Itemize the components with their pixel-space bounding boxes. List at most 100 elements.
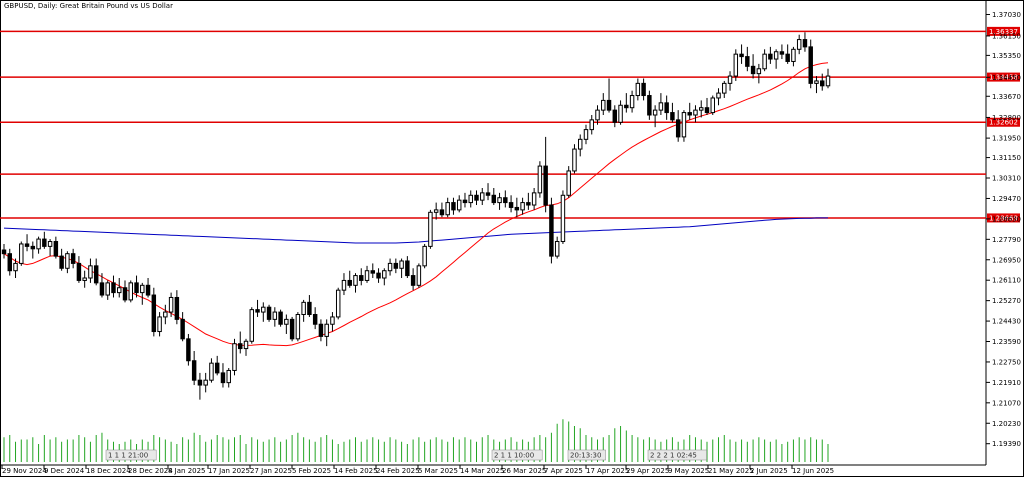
bearish-candle — [491, 194, 497, 204]
bullish-candle — [762, 53, 767, 70]
bullish-candle — [341, 279, 347, 291]
bearish-candle — [289, 318, 295, 340]
bearish-candle — [53, 241, 59, 257]
y-tick-label: 1.24430 — [992, 318, 1021, 326]
bearish-candle — [779, 51, 785, 55]
bullish-candle — [284, 318, 289, 325]
x-tick-label: 27 Jan 2025 — [250, 467, 292, 475]
bullish-candle — [618, 104, 623, 123]
calendar-event-marker — [567, 449, 606, 461]
bearish-candle — [750, 65, 756, 75]
y-tick-label: 1.27790 — [992, 236, 1021, 244]
x-tick-label: 29 Apr 2025 — [626, 467, 669, 475]
bullish-candle — [445, 202, 450, 216]
slow-moving-average-line — [3, 217, 828, 244]
bullish-candle — [601, 99, 606, 111]
bullish-candle — [128, 282, 133, 301]
level-price-label: 1.32602 — [989, 119, 1018, 127]
x-tick-label: 17 Apr 2025 — [586, 467, 629, 475]
y-tick-label: 1.26950 — [992, 256, 1021, 264]
bearish-candle — [462, 199, 468, 204]
level-price-label: 1.28669 — [989, 214, 1018, 222]
bearish-candle — [624, 104, 629, 109]
bearish-candle — [220, 372, 226, 384]
bearish-candle — [347, 279, 352, 286]
y-tick-label: 1.22750 — [992, 358, 1021, 366]
bearish-candle — [370, 270, 376, 274]
bearish-candle — [93, 265, 99, 284]
bullish-candle — [589, 119, 594, 131]
bearish-candle — [549, 204, 554, 257]
bullish-candle — [19, 243, 24, 264]
bearish-candle — [647, 95, 652, 116]
bullish-candle — [681, 112, 687, 138]
bullish-candle — [428, 211, 433, 247]
bearish-candle — [1, 249, 7, 255]
bullish-candle — [88, 265, 93, 279]
bullish-candle — [422, 245, 427, 267]
bullish-candle — [105, 282, 110, 296]
bullish-candle — [82, 277, 87, 281]
bearish-candle — [307, 301, 312, 316]
x-tick-label: 18 Dec 2024 — [86, 467, 131, 475]
level-price-tag — [987, 26, 1020, 36]
bullish-candle — [433, 209, 439, 213]
bearish-candle — [186, 338, 191, 362]
bearish-candle — [503, 197, 508, 204]
y-tick-label: 1.31150 — [992, 154, 1021, 162]
y-tick-label: 1.19390 — [992, 440, 1021, 448]
bearish-candle — [7, 253, 12, 272]
bearish-candle — [24, 243, 30, 247]
bearish-candle — [111, 282, 116, 294]
bearish-candle — [485, 192, 491, 196]
y-tick-label: 1.32800 — [992, 114, 1021, 122]
calendar-event-marker — [491, 449, 543, 461]
x-tick-label: 5 Feb 2025 — [292, 467, 331, 475]
bullish-candle — [249, 309, 255, 342]
bearish-candle — [687, 112, 692, 116]
y-tick-label: 1.25270 — [992, 297, 1021, 305]
bullish-candle — [497, 197, 502, 204]
x-tick-label: 28 Dec 2024 — [128, 467, 173, 475]
x-tick-label: 24 Feb 2025 — [376, 467, 420, 475]
y-tick-label: 1.35350 — [992, 52, 1021, 60]
calendar-event-marker — [105, 449, 157, 461]
y-tick-label: 1.30310 — [992, 175, 1021, 183]
bullish-candle — [243, 340, 249, 350]
bullish-candle — [330, 316, 335, 325]
bearish-candle — [70, 253, 76, 264]
bearish-candle — [474, 194, 479, 201]
x-tick-label: 14 Feb 2025 — [334, 467, 378, 475]
bullish-candle — [652, 109, 658, 116]
bullish-candle — [531, 192, 537, 206]
calendar-event-label: 1 1 1 21:00 — [108, 452, 148, 460]
bearish-candle — [312, 314, 318, 325]
bullish-candle — [699, 107, 704, 111]
x-tick-label: 8 Jan 2025 — [168, 467, 206, 475]
bullish-candle — [324, 323, 329, 337]
bullish-candle — [791, 48, 796, 62]
bullish-candle — [825, 75, 831, 87]
x-tick-label: 7 Apr 2025 — [544, 467, 583, 475]
bullish-candle — [468, 194, 473, 204]
bearish-candle — [99, 282, 105, 296]
bearish-candle — [76, 262, 82, 281]
bullish-candle — [65, 253, 70, 269]
bullish-candle — [635, 82, 641, 97]
bearish-candle — [191, 360, 197, 381]
bearish-candle — [393, 262, 399, 269]
bullish-candle — [554, 241, 560, 257]
bearish-candle — [214, 362, 220, 374]
bullish-candle — [727, 75, 733, 84]
bearish-candle — [514, 206, 520, 211]
bullish-candle — [595, 109, 600, 121]
x-tick-label: 9 May 2025 — [668, 467, 709, 475]
bullish-candle — [387, 262, 393, 272]
bullish-candle — [168, 296, 174, 313]
bullish-candle — [658, 102, 664, 111]
bullish-candle — [203, 379, 208, 386]
bullish-candle — [583, 129, 589, 140]
x-tick-label: 21 May 2025 — [708, 467, 754, 475]
